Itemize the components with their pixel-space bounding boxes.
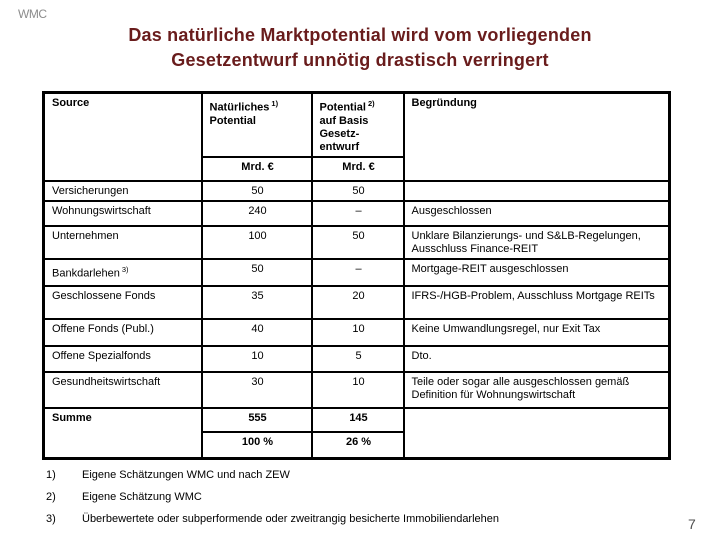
row-draft-value: 50 — [310, 224, 405, 260]
row-source-label: Bankdarlehen — [52, 267, 120, 280]
row-draft-value: 20 — [310, 284, 405, 320]
table-row: Wohnungswirtschaft 240 – Ausgeschlossen — [42, 199, 671, 227]
table-row: Versicherungen 50 50 — [42, 179, 671, 202]
row-reason: Ausgeschlossen — [402, 199, 671, 227]
slide-title: Das natürliche Marktpotential wird vom v… — [0, 23, 720, 73]
unit-row: Mrd. € Mrd. € — [44, 155, 670, 182]
row-natural-value: 50 — [200, 179, 313, 202]
footnote-3-text: Überbewertete oder subperformende oder z… — [82, 513, 500, 525]
row-draft-value: – — [310, 257, 405, 287]
footnote-1-text: Eigene Schätzungen WMC und nach ZEW — [82, 469, 290, 481]
footnote-2: 2) Eigene Schätzung WMC — [46, 491, 499, 504]
unit-natural: Mrd. € — [200, 155, 313, 182]
row-source: Offene Spezialfonds — [42, 344, 203, 373]
footnote-3-number: 3) — [46, 513, 56, 525]
table-row: Offene Fonds (Publ.) 40 10 Keine Umwandl… — [42, 317, 671, 347]
unit-draft: Mrd. € — [310, 155, 405, 182]
header-natural-line1: Natürliches — [209, 101, 270, 114]
summary-natural-percent: 100 % — [200, 430, 313, 460]
row-reason: Keine Umwandlungsregel, nur Exit Tax — [402, 317, 671, 347]
company-logo: WMC — [18, 7, 47, 21]
row-natural-value: 35 — [200, 284, 313, 320]
row-reason: Dto. — [402, 344, 671, 373]
row-reason: Unklare Bilanzierungs- und S&LB-Regelung… — [402, 224, 671, 260]
footnotes: 1) Eigene Schätzungen WMC und nach ZEW 2… — [46, 469, 499, 526]
row-natural-value: 240 — [200, 199, 313, 227]
row-draft-value: 10 — [310, 317, 405, 347]
header-potential-draft: Potential 2) auf Basis Gesetz- entwurf — [310, 91, 405, 158]
footnote-1-number: 1) — [46, 469, 56, 481]
table-row: Geschlossene Fonds 35 20 IFRS-/HGB-Probl… — [42, 284, 671, 320]
row-natural-value: 100 — [200, 224, 313, 260]
summary-draft-total: 145 — [310, 406, 405, 433]
table-header-row: Source Natürliches 1) Potential Potential… — [42, 91, 671, 182]
row-source: Versicherungen — [42, 179, 203, 202]
row-source: Geschlossene Fonds — [42, 284, 203, 320]
footnote-1: 1) Eigene Schätzungen WMC und nach ZEW — [46, 469, 499, 482]
footnote-2-text: Eigene Schätzung WMC — [82, 491, 202, 503]
row-reason: Teile oder sogar alle ausgeschlossen gem… — [402, 370, 671, 409]
table-row: Unternehmen 100 50 Unklare Bilanzierungs… — [42, 224, 671, 260]
header-begruendung: Begründung — [402, 91, 671, 182]
row-natural-value: 40 — [200, 317, 313, 347]
row-draft-value: 5 — [310, 344, 405, 373]
footnote-3: 3) Überbewertete oder subperformende ode… — [46, 513, 499, 526]
summary-row: Summe 555 145 — [42, 406, 671, 460]
row-draft-value: 10 — [310, 370, 405, 409]
row-natural-value: 10 — [200, 344, 313, 373]
summary-percent-row: 100 % 26 % — [44, 430, 670, 460]
header-source: Source — [42, 91, 203, 182]
row-source: Wohnungswirtschaft — [42, 199, 203, 227]
row-source: Offene Fonds (Publ.) — [42, 317, 203, 347]
header-draft-rest: auf Basis Gesetz- entwurf — [319, 114, 369, 153]
row-source: Gesundheitswirtschaft — [42, 370, 203, 409]
table-row: Bankdarlehen 3) 50 – Mortgage-REIT ausges… — [42, 257, 671, 287]
summary-label: Summe — [42, 406, 203, 460]
footnote-ref-2-icon: 2) — [367, 99, 375, 108]
slide-title-line1: Das natürliche Marktpotential wird vom v… — [128, 25, 592, 45]
footnote-2-number: 2) — [46, 491, 56, 503]
summary-reason-empty — [402, 406, 671, 460]
header-draft-line1: Potential — [319, 101, 366, 114]
footnote-ref-3-icon: 3) — [121, 264, 129, 274]
summary-natural-total: 555 — [200, 406, 313, 433]
row-natural-value: 30 — [200, 370, 313, 409]
slide-title-line2: Gesetzentwurf unnötig drastisch verringe… — [171, 50, 549, 70]
row-natural-value: 50 — [200, 257, 313, 287]
summary-draft-percent: 26 % — [310, 430, 405, 460]
row-reason: IFRS-/HGB-Problem, Ausschluss Mortgage R… — [402, 284, 671, 320]
header-natural-line2: Potential — [209, 114, 256, 127]
potential-table: Source Natürliches 1) Potential Potential… — [42, 91, 671, 461]
page-number: 7 — [688, 516, 696, 532]
row-source: Bankdarlehen 3) — [42, 257, 203, 287]
table-row: Gesundheitswirtschaft 30 10 Teile oder s… — [42, 370, 671, 409]
row-source: Unternehmen — [42, 224, 203, 260]
table-row: Offene Spezialfonds 10 5 Dto. — [42, 344, 671, 373]
header-natural-potential: Natürliches 1) Potential — [200, 91, 313, 158]
row-draft-value: 50 — [310, 179, 405, 202]
row-draft-value: – — [310, 199, 405, 227]
row-reason — [402, 179, 671, 202]
row-reason: Mortgage-REIT ausgeschlossen — [402, 257, 671, 287]
footnote-ref-1-icon: 1) — [271, 99, 279, 108]
